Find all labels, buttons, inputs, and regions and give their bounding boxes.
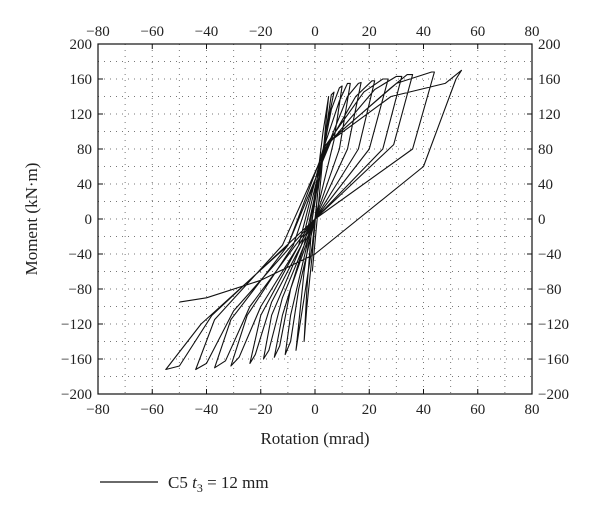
- y-tick-label-right: 0: [538, 212, 546, 228]
- legend-label: C5 t3 = 12 mm: [168, 473, 269, 495]
- ticks: −200 −200−160 −160−120 −120−80 −80−40 −400 040…: [61, 24, 569, 418]
- hysteresis-curve-group: [165, 69, 463, 371]
- legend-label-main: C5: [168, 473, 192, 492]
- y-tick-label-left: 200: [70, 37, 93, 53]
- x-tick-label-top: −80: [86, 24, 109, 40]
- y-tick-label-right: 80: [538, 142, 553, 158]
- x-tick-label-bottom: 0: [311, 402, 319, 418]
- y-tick-label-left: −120: [61, 317, 92, 333]
- x-tick-label-bottom: −40: [195, 402, 218, 418]
- x-tick-label-top: 20: [362, 24, 377, 40]
- x-tick-label-top: 60: [470, 24, 485, 40]
- x-tick-label-bottom: −80: [86, 402, 109, 418]
- y-tick-label-left: −160: [61, 352, 92, 368]
- y-axis-title: Moment (kN·m): [22, 163, 41, 276]
- y-tick-label-right: 120: [538, 107, 561, 123]
- y-tick-label-left: 0: [85, 212, 93, 228]
- y-tick-label-left: 80: [77, 142, 92, 158]
- y-tick-label-right: −40: [538, 247, 561, 263]
- y-tick-label-left: −200: [61, 387, 92, 403]
- x-tick-label-top: −60: [141, 24, 164, 40]
- y-tick-label-left: 40: [77, 177, 92, 193]
- y-tick-label-right: −200: [538, 387, 569, 403]
- x-tick-label-bottom: −60: [141, 402, 164, 418]
- y-tick-label-left: −80: [69, 282, 92, 298]
- x-tick-label-top: −40: [195, 24, 218, 40]
- x-tick-label-top: 0: [311, 24, 319, 40]
- x-tick-label-bottom: 80: [525, 402, 540, 418]
- y-tick-label-right: −120: [538, 317, 569, 333]
- legend-label-var: t: [192, 473, 198, 492]
- legend-label-rest: = 12 mm: [203, 473, 269, 492]
- legend: C5 t3 = 12 mm: [100, 473, 269, 495]
- x-tick-label-bottom: 20: [362, 402, 377, 418]
- y-tick-label-left: −40: [69, 247, 92, 263]
- y-tick-label-left: 160: [70, 72, 93, 88]
- series-line-0: [165, 69, 463, 371]
- x-tick-label-bottom: 40: [416, 402, 431, 418]
- y-tick-label-right: 200: [538, 37, 561, 53]
- y-tick-label-right: −160: [538, 352, 569, 368]
- x-tick-label-top: 80: [525, 24, 540, 40]
- x-tick-label-bottom: −20: [249, 402, 272, 418]
- x-axis-title: Rotation (mrad): [260, 429, 369, 448]
- y-tick-label-left: 120: [70, 107, 93, 123]
- y-tick-label-right: −80: [538, 282, 561, 298]
- x-tick-label-bottom: 60: [470, 402, 485, 418]
- x-tick-label-top: 40: [416, 24, 431, 40]
- legend-label-sub: 3: [197, 481, 203, 495]
- y-tick-label-right: 40: [538, 177, 553, 193]
- x-tick-label-top: −20: [249, 24, 272, 40]
- y-tick-label-right: 160: [538, 72, 561, 88]
